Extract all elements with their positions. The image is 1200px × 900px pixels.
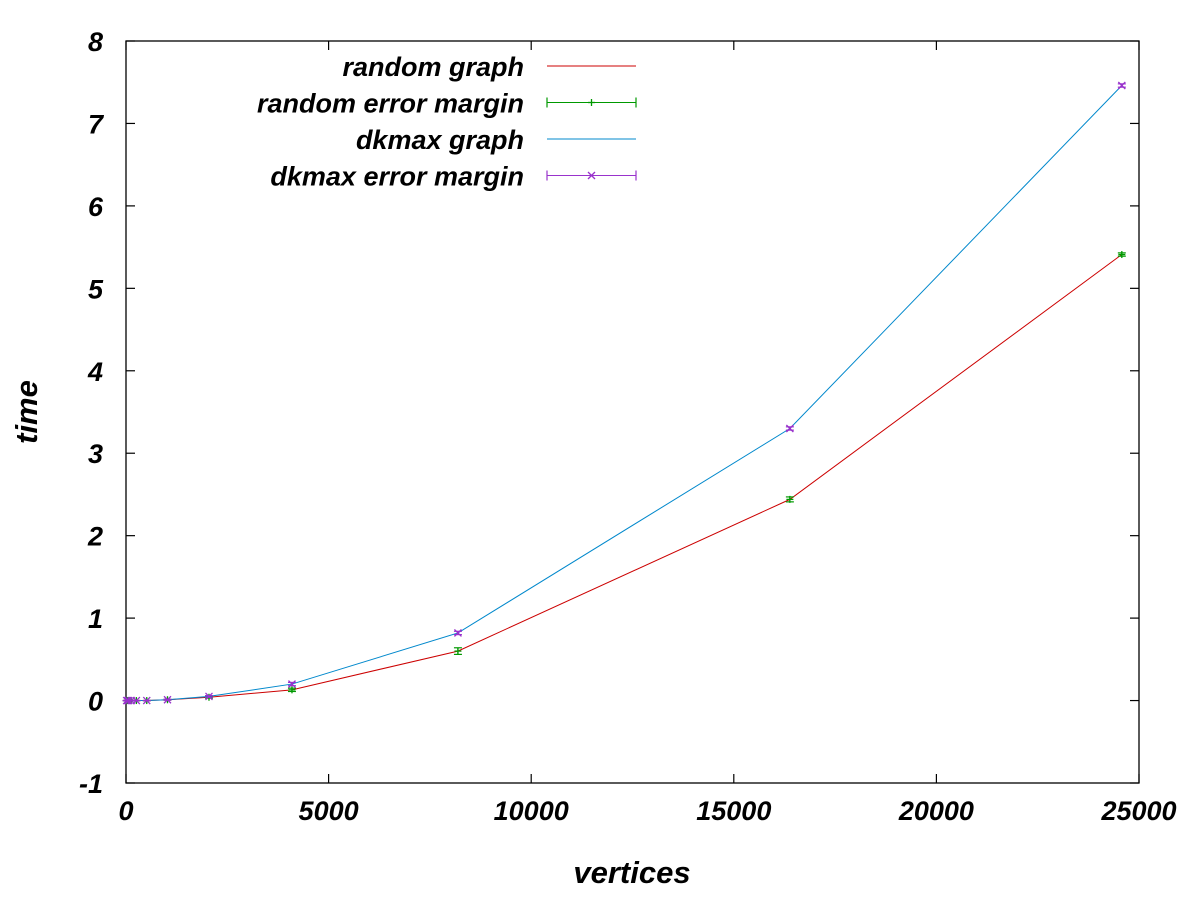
point-marker [1117, 81, 1126, 90]
data-point [287, 686, 296, 694]
legend-entry: random graph [342, 52, 636, 82]
x-axis-label: vertices [573, 855, 690, 890]
data-point [453, 647, 462, 655]
data-point [453, 628, 462, 637]
data-point [132, 696, 141, 705]
legend-label: dkmax graph [356, 125, 524, 155]
point-marker [163, 695, 172, 704]
legend-label: dkmax error margin [270, 162, 524, 192]
legend-label: random error margin [257, 89, 524, 119]
series-layer [122, 81, 1126, 705]
y-tick-label: 3 [88, 439, 103, 469]
x-tick-label: 0 [118, 796, 133, 826]
y-tick-label: 5 [88, 274, 104, 304]
series-2 [122, 81, 1126, 705]
axis-ticks [125, 40, 1140, 784]
x-tick-labels: 0 5000 10000 15000 20000 25000 [118, 796, 1176, 826]
y-axis-label: time [9, 380, 44, 444]
point-marker [785, 424, 794, 433]
y-tick-label: 6 [88, 192, 104, 222]
y-tick-labels: -1 0 1 2 3 4 5 6 7 8 [79, 27, 105, 799]
data-point [1117, 81, 1126, 90]
x-tick-label: 10000 [494, 796, 569, 826]
point-marker [453, 628, 462, 637]
x-tick-label: 25000 [1100, 796, 1176, 826]
data-point [785, 495, 794, 503]
point-marker [132, 696, 141, 705]
x-tick-label: 20000 [898, 796, 974, 826]
x-tick-label: 5000 [299, 796, 359, 826]
data-point [287, 680, 296, 689]
y-tick-label: -1 [79, 769, 103, 799]
point-marker [205, 692, 213, 701]
legend-entry: random error margin [257, 89, 637, 119]
plot-frame [125, 40, 1140, 784]
series-1 [122, 251, 1126, 705]
y-tick-label: 1 [88, 604, 103, 634]
legend-entry: dkmax error margin [270, 162, 637, 192]
y-tick-label: 2 [87, 522, 103, 552]
point-marker [288, 680, 296, 689]
y-tick-label: 7 [88, 109, 105, 139]
legend-swatch-marker [587, 171, 596, 180]
data-point [142, 696, 151, 705]
legend: random graph random error margin dkmax gra… [257, 52, 637, 192]
x-tick-label: 15000 [696, 796, 771, 826]
point-marker [142, 696, 151, 705]
data-point [204, 692, 213, 701]
legend-label: random graph [342, 52, 524, 82]
y-tick-label: 8 [88, 27, 103, 57]
y-tick-label: 4 [87, 357, 103, 387]
data-point [1117, 251, 1126, 259]
series-line [126, 254, 1123, 702]
legend-entry: dkmax graph [356, 125, 636, 155]
y-tick-label: 0 [88, 687, 103, 717]
data-point [785, 424, 794, 433]
data-point [163, 695, 172, 704]
